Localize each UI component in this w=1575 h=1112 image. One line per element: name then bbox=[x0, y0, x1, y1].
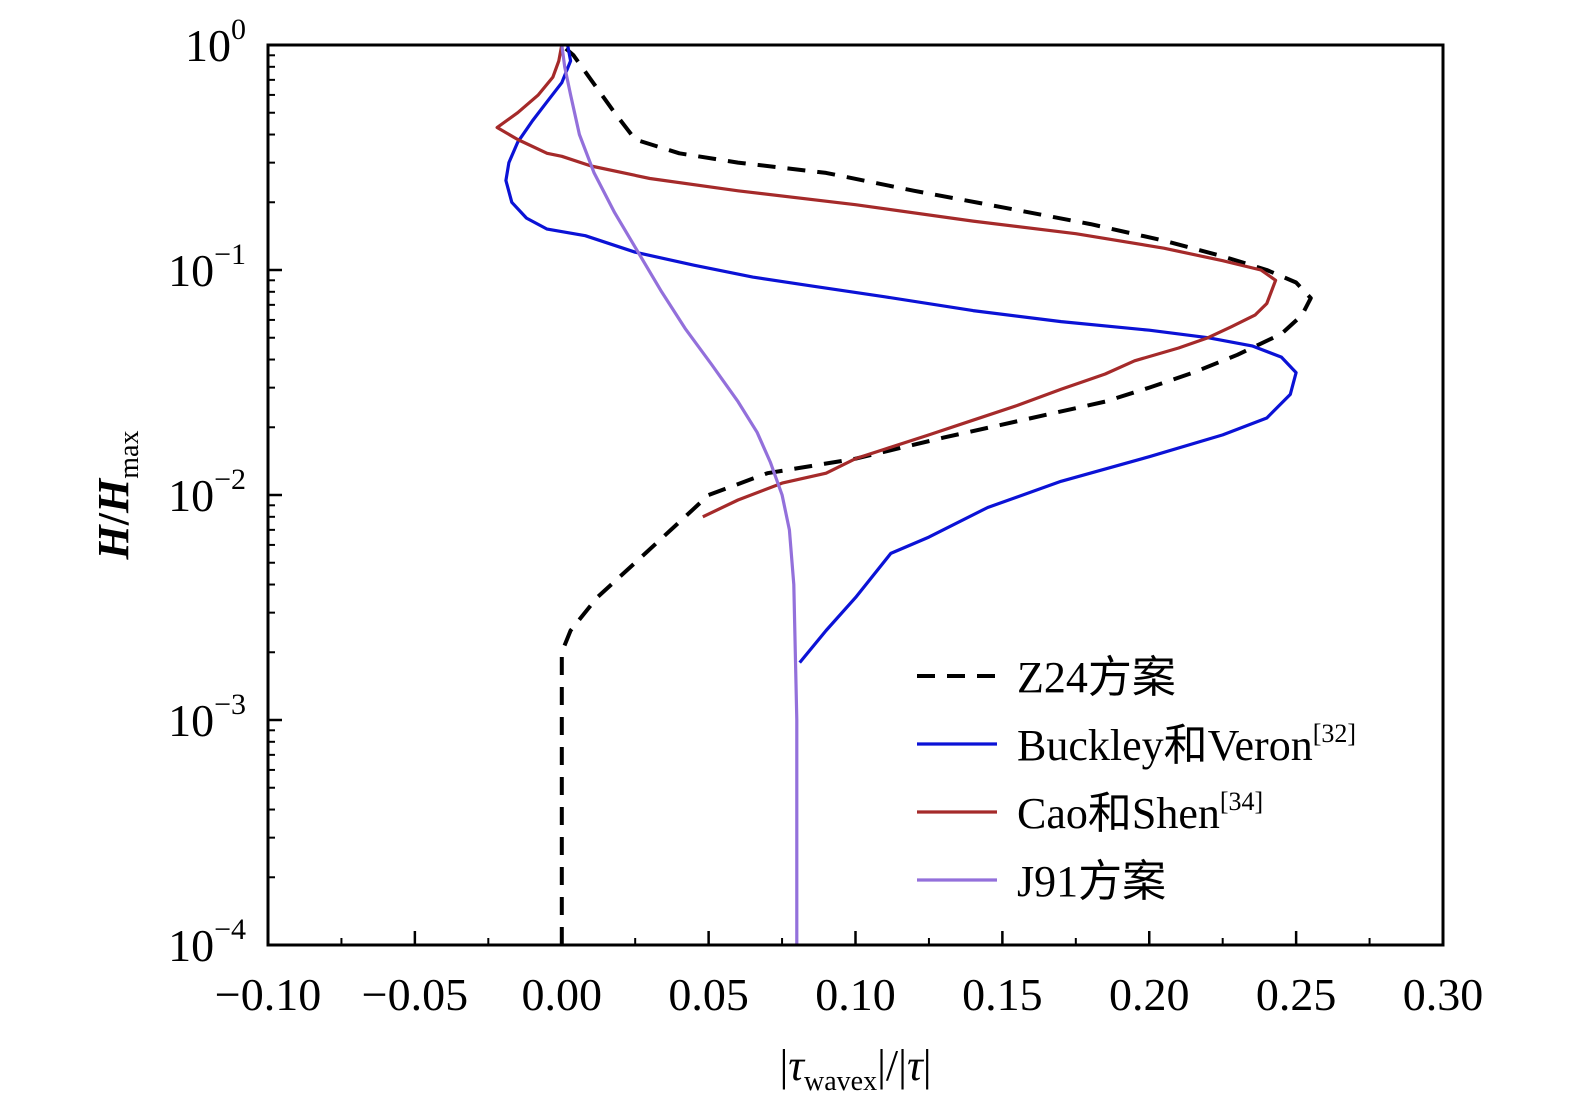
x-tick-label: 0.05 bbox=[668, 969, 749, 1020]
legend: Z24方案 Buckley和Veron[32] Cao和Shen[34] J91方案 bbox=[917, 653, 1356, 906]
series-line-1 bbox=[559, 45, 1313, 945]
y-axis-title-text: H/Hmax bbox=[89, 431, 145, 561]
x-axis-title-text: |τwavex|/|τ| bbox=[779, 1041, 931, 1097]
y-tick-label: 100 bbox=[185, 13, 246, 71]
x-tick-label: 0.10 bbox=[815, 969, 896, 1020]
y-tick-label: 10−3 bbox=[168, 688, 246, 746]
x-axis: −0.10 −0.05 0.00 0.05 0.10 0.15 0.20 0.25 0.30 bbox=[215, 931, 1483, 1020]
x-tick-label: 0.20 bbox=[1109, 969, 1190, 1020]
x-tick-label: 0.00 bbox=[522, 969, 603, 1020]
series-line-3 bbox=[495, 45, 1278, 519]
legend-label-3: Cao和Shen[34] bbox=[1017, 787, 1263, 838]
legend-label-2: Buckley和Veron[32] bbox=[1017, 719, 1356, 770]
series-line-2 bbox=[504, 45, 1298, 664]
legend-label-1: Z24方案 bbox=[1017, 653, 1176, 702]
series-layer bbox=[495, 45, 1313, 945]
y-tick-label: 10−1 bbox=[168, 238, 246, 296]
x-axis-title: |τwavex|/|τ| bbox=[779, 1041, 931, 1097]
x-tick-label: −0.10 bbox=[215, 969, 321, 1020]
x-tick-label: 0.30 bbox=[1403, 969, 1484, 1020]
x-tick-label: 0.25 bbox=[1256, 969, 1337, 1020]
series-line-4 bbox=[560, 45, 799, 945]
legend-label-4: J91方案 bbox=[1017, 857, 1166, 906]
x-tick-label: 0.15 bbox=[962, 969, 1043, 1020]
y-axis-title: H/Hmax bbox=[89, 431, 145, 561]
x-tick-label: −0.05 bbox=[362, 969, 468, 1020]
y-tick-label: 10−4 bbox=[168, 913, 246, 971]
y-tick-label: 10−2 bbox=[168, 463, 246, 521]
y-axis: 100 10−1 10−2 10−3 10−4 bbox=[168, 13, 282, 971]
